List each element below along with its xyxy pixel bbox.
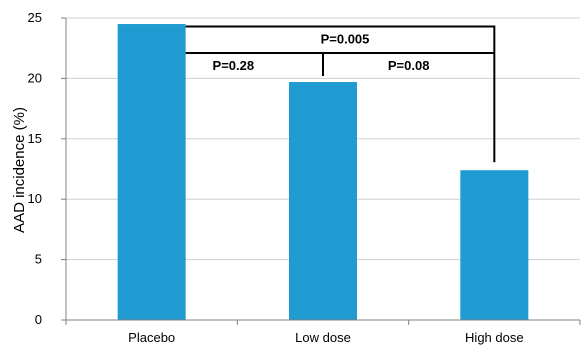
y-tick-labels: 0 5 10 15 20 25 (28, 10, 42, 327)
bars (117, 24, 529, 320)
p-value-placebo-high-dose: P=0.005 (321, 31, 370, 46)
p-value-low-high-dose: P=0.08 (388, 58, 430, 73)
y-tick-label: 15 (28, 131, 42, 146)
x-category-label: High dose (465, 330, 524, 345)
p-value-placebo-low-dose: P=0.28 (213, 58, 255, 73)
x-category-label: Low dose (295, 330, 351, 345)
bracket-placebo-high-dose (185, 25, 496, 163)
y-axis-label: AAD incidence (%) (11, 107, 28, 233)
bar-high-dose (460, 170, 529, 320)
bar-low-dose (289, 82, 357, 320)
x-category-label: Placebo (128, 330, 175, 345)
y-tick-label: 25 (28, 10, 42, 25)
y-tick-label: 5 (35, 252, 42, 267)
axes (61, 17, 581, 325)
y-tick-label: 0 (35, 312, 42, 327)
significance-brackets: P=0.005 P=0.28 P=0.08 (185, 25, 496, 163)
y-tick-label: 10 (28, 191, 42, 206)
y-tick-label: 20 (28, 70, 42, 85)
bar-placebo (117, 24, 186, 320)
x-category-labels: Placebo Low dose High dose (128, 330, 523, 345)
